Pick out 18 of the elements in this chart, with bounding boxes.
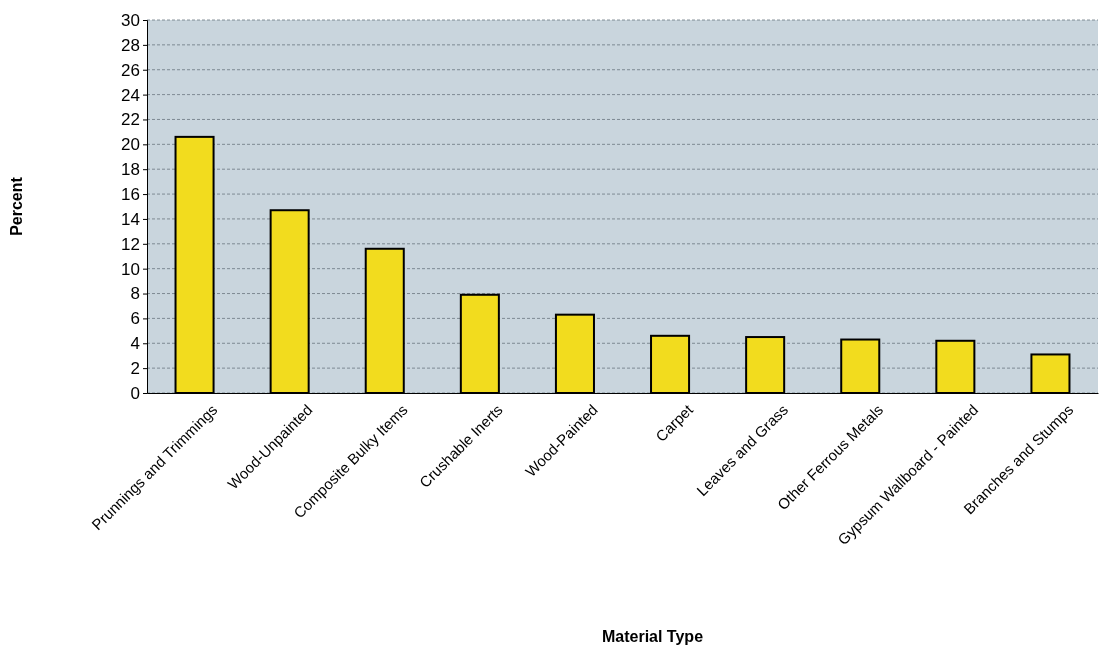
x-axis-title: Material Type — [601, 628, 704, 645]
y-tick-label: 22 — [121, 110, 140, 130]
y-axis-title: Percent — [8, 176, 25, 236]
y-tick-label: 12 — [121, 234, 140, 254]
y-tick-label: 10 — [121, 259, 140, 279]
y-tick-label: 8 — [130, 284, 140, 304]
y-tick-label: 30 — [121, 10, 140, 30]
y-tick-label: 6 — [130, 309, 140, 329]
y-tick-label: 16 — [121, 185, 140, 205]
y-tick-label: 0 — [130, 383, 140, 403]
y-tick-label: 2 — [130, 359, 140, 379]
y-tick-label: 4 — [130, 334, 140, 354]
y-tick-label: 14 — [121, 209, 140, 229]
y-tick-label: 20 — [121, 135, 140, 155]
y-tick-label: 28 — [121, 35, 140, 55]
y-tick-label: 24 — [121, 85, 140, 105]
y-tick-label: 18 — [121, 160, 140, 180]
y-tick-label: 26 — [121, 60, 140, 80]
